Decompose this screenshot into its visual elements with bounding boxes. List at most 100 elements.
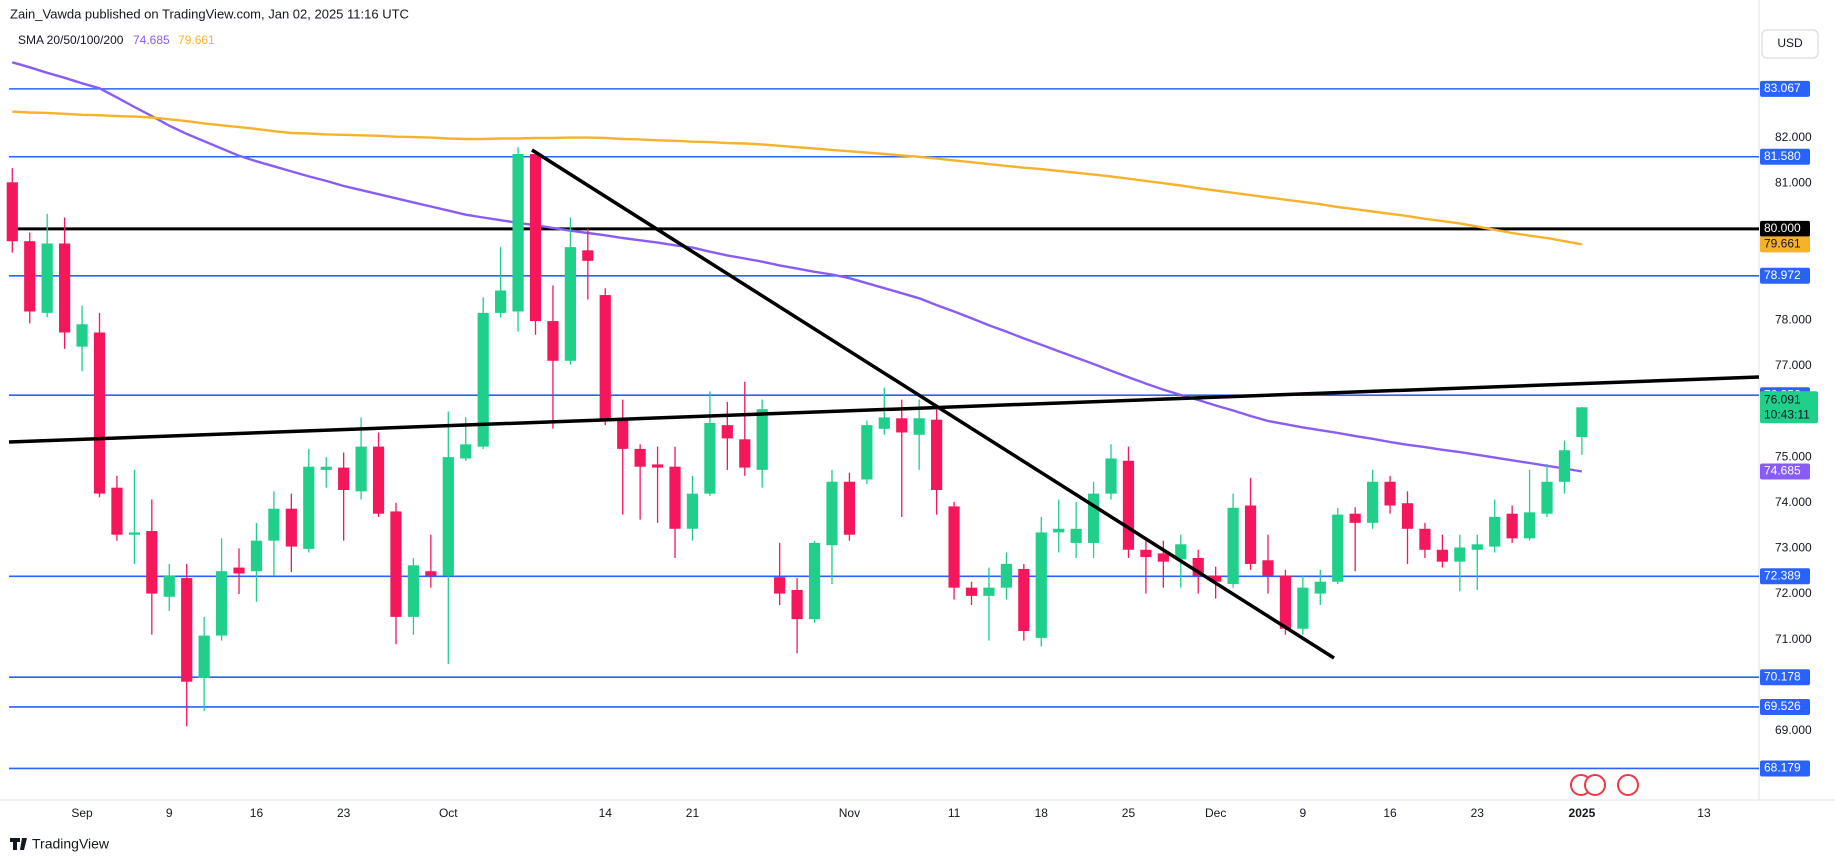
candle-body <box>1558 450 1571 482</box>
candle-body <box>704 422 716 494</box>
x-tick-label: 18 <box>1035 806 1049 820</box>
candle-body <box>843 481 856 535</box>
candle-body <box>285 508 297 547</box>
x-tick-label: Sep <box>71 806 93 820</box>
candle-body <box>163 575 175 597</box>
price-tag-label: 76.091 <box>1764 392 1801 406</box>
candle-body <box>739 439 751 468</box>
publisher: Zain_Vawda published on TradingView.com,… <box>10 6 409 21</box>
candle-body <box>1523 512 1536 539</box>
candle-body <box>372 446 385 514</box>
price-tag-label: 69.526 <box>1764 699 1801 713</box>
candle-body <box>547 321 559 361</box>
y-tick-label: 72.000 <box>1775 586 1812 600</box>
candle-body <box>1419 528 1431 550</box>
x-tick-label: 2025 <box>1569 806 1596 820</box>
price-tag-label: 70.178 <box>1764 669 1801 683</box>
price-tag <box>1760 568 1810 585</box>
candle-body <box>1018 568 1030 632</box>
candle-body <box>948 506 960 588</box>
candle-body <box>1105 458 1117 494</box>
candle-body <box>1262 560 1274 576</box>
y-tick-label: 77.000 <box>1775 358 1812 372</box>
candle-body <box>1314 581 1326 594</box>
candle-body <box>1210 575 1222 582</box>
candle-body <box>529 154 542 322</box>
candle-body <box>250 540 263 572</box>
candle-body <box>198 635 210 679</box>
price-tag <box>1760 463 1810 480</box>
candle-body <box>1297 587 1309 629</box>
candle-body <box>233 567 245 574</box>
candle-body <box>425 571 437 576</box>
candle-body <box>896 418 908 433</box>
candle-body <box>111 487 123 535</box>
candle-body <box>826 481 838 546</box>
price-tag <box>1760 80 1810 97</box>
candle-body <box>1140 549 1152 558</box>
x-tick-label: Nov <box>839 806 860 820</box>
price-tag-label: 74.685 <box>1764 464 1801 478</box>
price-tag-label: 72.389 <box>1764 568 1801 582</box>
sma-value: 79.661 <box>178 33 215 47</box>
price-tag-label: 68.179 <box>1764 761 1801 775</box>
candle-body <box>1053 528 1065 533</box>
trend-line <box>8 375 1760 444</box>
event-icon[interactable] <box>1617 774 1639 796</box>
y-tick-label: 78.000 <box>1775 312 1812 326</box>
candle-body <box>1471 544 1483 550</box>
y-tick-label: 81.000 <box>1775 175 1812 189</box>
candle-body <box>791 589 803 620</box>
candle-body <box>1192 557 1204 576</box>
x-tick-label: Oct <box>439 806 458 820</box>
currency[interactable]: USD <box>1777 36 1803 50</box>
candle-body <box>1489 516 1501 547</box>
x-tick-label: 9 <box>1300 806 1307 820</box>
candle-body <box>808 542 821 620</box>
price-axis: 69.000 71.000 72.000 73.000 74.000 75.000 77.0… <box>1760 80 1818 777</box>
price-tag <box>1760 220 1810 237</box>
candle-body <box>303 466 315 549</box>
candle-body <box>460 444 472 459</box>
candle-body <box>93 332 106 494</box>
candle-body <box>965 587 978 596</box>
candle-body <box>76 324 88 347</box>
candle-body <box>128 532 140 535</box>
x-tick-label: 23 <box>337 806 351 820</box>
x-tick-label: 25 <box>1122 806 1136 820</box>
price-tag <box>1760 760 1810 777</box>
event-icon[interactable] <box>1584 774 1606 796</box>
price-tag <box>1760 669 1810 686</box>
candle-body <box>268 508 280 541</box>
candle-body <box>442 457 454 576</box>
candle-body <box>564 247 576 361</box>
candle-body <box>41 243 53 313</box>
x-tick-label: 21 <box>686 806 700 820</box>
price-tag <box>1760 267 1810 284</box>
x-tick-label: 16 <box>250 806 264 820</box>
candle-body <box>6 182 18 242</box>
price-tag-label: 78.972 <box>1764 268 1801 282</box>
candle-body <box>1279 575 1292 629</box>
x-tick-label: 13 <box>1697 806 1711 820</box>
candle-body <box>878 417 890 429</box>
candle-body <box>1349 513 1361 523</box>
currency-button[interactable] <box>1761 29 1819 59</box>
candle-body <box>1384 481 1396 506</box>
candle-body <box>861 425 873 480</box>
price-tag-label: 80.000 <box>1764 221 1801 235</box>
candle-body <box>651 464 664 468</box>
candle-body <box>24 241 36 312</box>
candle-body <box>146 531 158 594</box>
plot <box>6 61 1759 770</box>
x-tick-label: Dec <box>1205 806 1226 820</box>
candle-body <box>355 446 367 492</box>
candle-body <box>1087 493 1100 543</box>
price-tag-label: 83.067 <box>1764 81 1801 95</box>
candle-body <box>1000 563 1012 588</box>
candle-body <box>1506 513 1518 539</box>
candle-body <box>983 587 995 596</box>
candle-body <box>756 409 768 470</box>
candle-body <box>1175 544 1187 560</box>
